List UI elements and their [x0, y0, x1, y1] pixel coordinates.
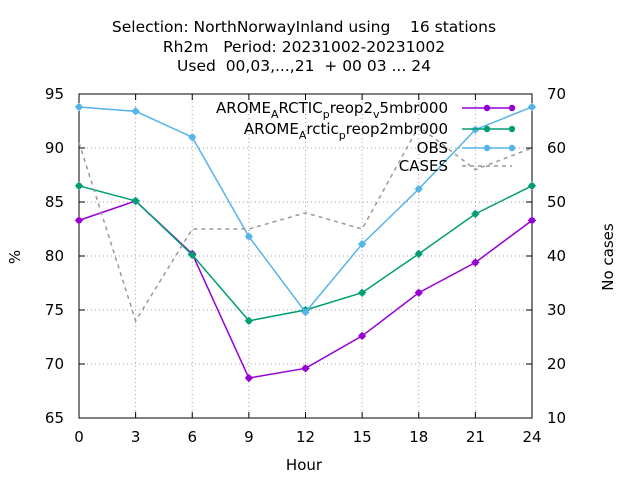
series-2 — [75, 102, 536, 317]
data-point-cross — [414, 288, 423, 297]
y-tick-label: 75 — [45, 301, 64, 319]
series-3 — [78, 125, 533, 323]
x-axis-label: Hour — [286, 456, 323, 474]
y2-tick-label: 10 — [547, 409, 566, 427]
chart-title: Selection: NorthNorwayInland using 16 st… — [112, 18, 496, 75]
y-tick-label: 80 — [45, 247, 64, 265]
data-point-cross — [131, 107, 140, 116]
data-point-cross — [188, 133, 197, 142]
data-point-cross — [244, 232, 253, 241]
legend-marker — [508, 144, 516, 152]
x-tick-label: 21 — [466, 428, 485, 446]
data-point-cross — [75, 216, 83, 225]
legend-marker — [508, 125, 516, 133]
y2-tick-label: 30 — [547, 301, 566, 319]
legend-marker — [483, 104, 491, 112]
data-point-cross — [75, 181, 83, 190]
data-point-cross — [244, 374, 253, 383]
x-tick-label: 18 — [409, 428, 428, 446]
data-point-cross — [414, 249, 423, 258]
y2-tick-label: 40 — [547, 247, 566, 265]
y-tick-label: 85 — [45, 193, 64, 211]
data-point-cross — [528, 102, 536, 111]
data-point-cross — [471, 258, 480, 267]
legend-label: AROMEARCTICpreop2v5mbr000 — [216, 99, 448, 121]
x-tick-label: 12 — [296, 428, 315, 446]
legend-entry: AROMEArcticpreop2mbr000 — [244, 120, 516, 142]
data-point-cross — [358, 331, 367, 340]
legend: AROMEARCTICpreop2v5mbr000AROMEArcticpreo… — [216, 99, 516, 175]
legend-marker — [508, 104, 516, 112]
x-tick-label: 0 — [74, 428, 84, 446]
data-point-cross — [414, 185, 423, 194]
x-tick-label: 3 — [131, 428, 141, 446]
x-tick-label: 6 — [187, 428, 197, 446]
chart-title-line-3: Used 00,03,...,21 + 00 03 ... 24 — [177, 57, 431, 75]
y-tick-label: 95 — [45, 85, 64, 103]
data-point-cross — [358, 240, 367, 249]
legend-marker — [483, 125, 491, 133]
legend-entry: AROMEARCTICpreop2v5mbr000 — [216, 99, 516, 121]
series-line — [78, 125, 533, 323]
legend-label: AROMEArcticpreop2mbr000 — [244, 120, 448, 142]
y2-axis-label: No cases — [599, 223, 617, 291]
chart-title-line-1: Selection: NorthNorwayInland using 16 st… — [112, 18, 496, 36]
data-point-cross — [471, 209, 480, 218]
data-point-cross — [301, 364, 310, 373]
legend-entry: OBS — [417, 139, 516, 157]
data-point-cross — [75, 102, 83, 111]
y-tick-label: 70 — [45, 355, 64, 373]
data-point-cross — [528, 181, 536, 190]
series-line — [78, 200, 533, 379]
data-point-cross — [188, 250, 197, 259]
ticks: 0 3 6 9 12 15 18 21 24 65 70 75 80 85 90 95 10 20 30 40 50 60… — [45, 85, 566, 446]
y2-tick-label: 70 — [547, 85, 566, 103]
legend-entry: CASES — [399, 157, 512, 175]
chart-title-line-2: Rh2m Period: 20231002-20231002 — [163, 38, 445, 56]
data-point-cross — [301, 308, 310, 317]
y-tick-label: 90 — [45, 139, 64, 157]
y-axis-label: % — [6, 250, 24, 264]
y2-tick-label: 20 — [547, 355, 566, 373]
series-layer — [75, 102, 536, 383]
legend-label: OBS — [417, 139, 448, 157]
y2-tick-label: 50 — [547, 193, 566, 211]
y2-tick-label: 60 — [547, 139, 566, 157]
x-tick-label: 24 — [522, 428, 541, 446]
data-point-cross — [358, 288, 367, 297]
data-point-cross — [528, 216, 536, 225]
legend-label: CASES — [399, 157, 448, 175]
y-tick-label: 65 — [45, 409, 64, 427]
data-point-cross — [244, 316, 253, 325]
legend-marker — [483, 144, 491, 152]
data-point-cross — [131, 196, 140, 205]
x-tick-label: 15 — [353, 428, 372, 446]
series-1 — [75, 181, 536, 325]
x-tick-label: 9 — [244, 428, 254, 446]
